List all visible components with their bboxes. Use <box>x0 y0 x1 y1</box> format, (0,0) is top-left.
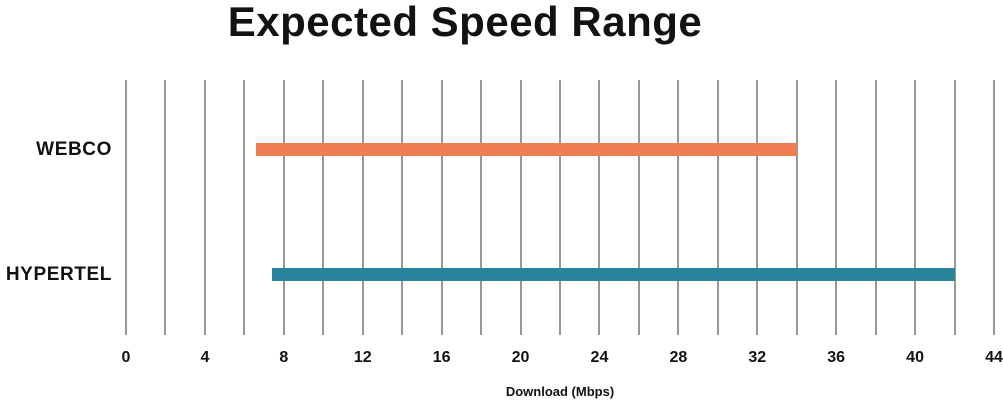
x-axis-title: Download (Mbps) <box>505 384 615 399</box>
range-bar-webco <box>256 143 797 156</box>
gridline-x-20 <box>519 80 522 335</box>
gridline-x-10 <box>322 80 325 335</box>
range-bar-hypertel <box>271 268 955 281</box>
gridline-x-8 <box>282 80 285 335</box>
x-tick-44: 44 <box>985 349 1003 366</box>
gridline-x-0 <box>125 80 127 335</box>
gridline-x-28 <box>677 80 680 335</box>
gridline-x-4 <box>203 80 206 335</box>
x-tick-28: 28 <box>669 349 688 366</box>
x-tick-40: 40 <box>906 349 924 366</box>
x-tick-0: 0 <box>121 349 131 366</box>
category-label-webco: WEBCO <box>36 138 112 160</box>
gridline-x-12 <box>361 80 364 335</box>
plot-area <box>125 80 995 335</box>
gridline-x-30 <box>716 80 719 335</box>
gridline-x-6 <box>243 80 246 335</box>
gridline-x-38 <box>874 80 877 335</box>
gridline-x-16 <box>440 80 443 335</box>
category-label-hypertel: HYPERTEL <box>5 263 112 285</box>
x-tick-16: 16 <box>432 349 451 366</box>
x-tick-20: 20 <box>511 349 530 366</box>
x-tick-32: 32 <box>748 349 767 366</box>
gridline-x-44 <box>993 80 995 335</box>
gridline-x-2 <box>164 80 167 335</box>
gridline-x-36 <box>835 80 838 335</box>
x-tick-24: 24 <box>590 349 609 366</box>
gridline-x-26 <box>637 80 640 335</box>
chart-title: Expected Speed Range <box>227 0 703 45</box>
gridline-x-32 <box>756 80 759 335</box>
x-tick-4: 4 <box>200 349 210 366</box>
gridline-x-18 <box>480 80 483 335</box>
gridline-x-24 <box>598 80 601 335</box>
x-tick-8: 8 <box>279 349 289 366</box>
gridline-x-22 <box>559 80 561 335</box>
gridline-x-34 <box>795 80 798 335</box>
gridline-x-40 <box>914 80 917 335</box>
x-tick-12: 12 <box>353 349 372 366</box>
x-tick-36: 36 <box>827 349 846 366</box>
gridline-x-42 <box>953 80 956 335</box>
gridline-x-14 <box>401 80 404 335</box>
